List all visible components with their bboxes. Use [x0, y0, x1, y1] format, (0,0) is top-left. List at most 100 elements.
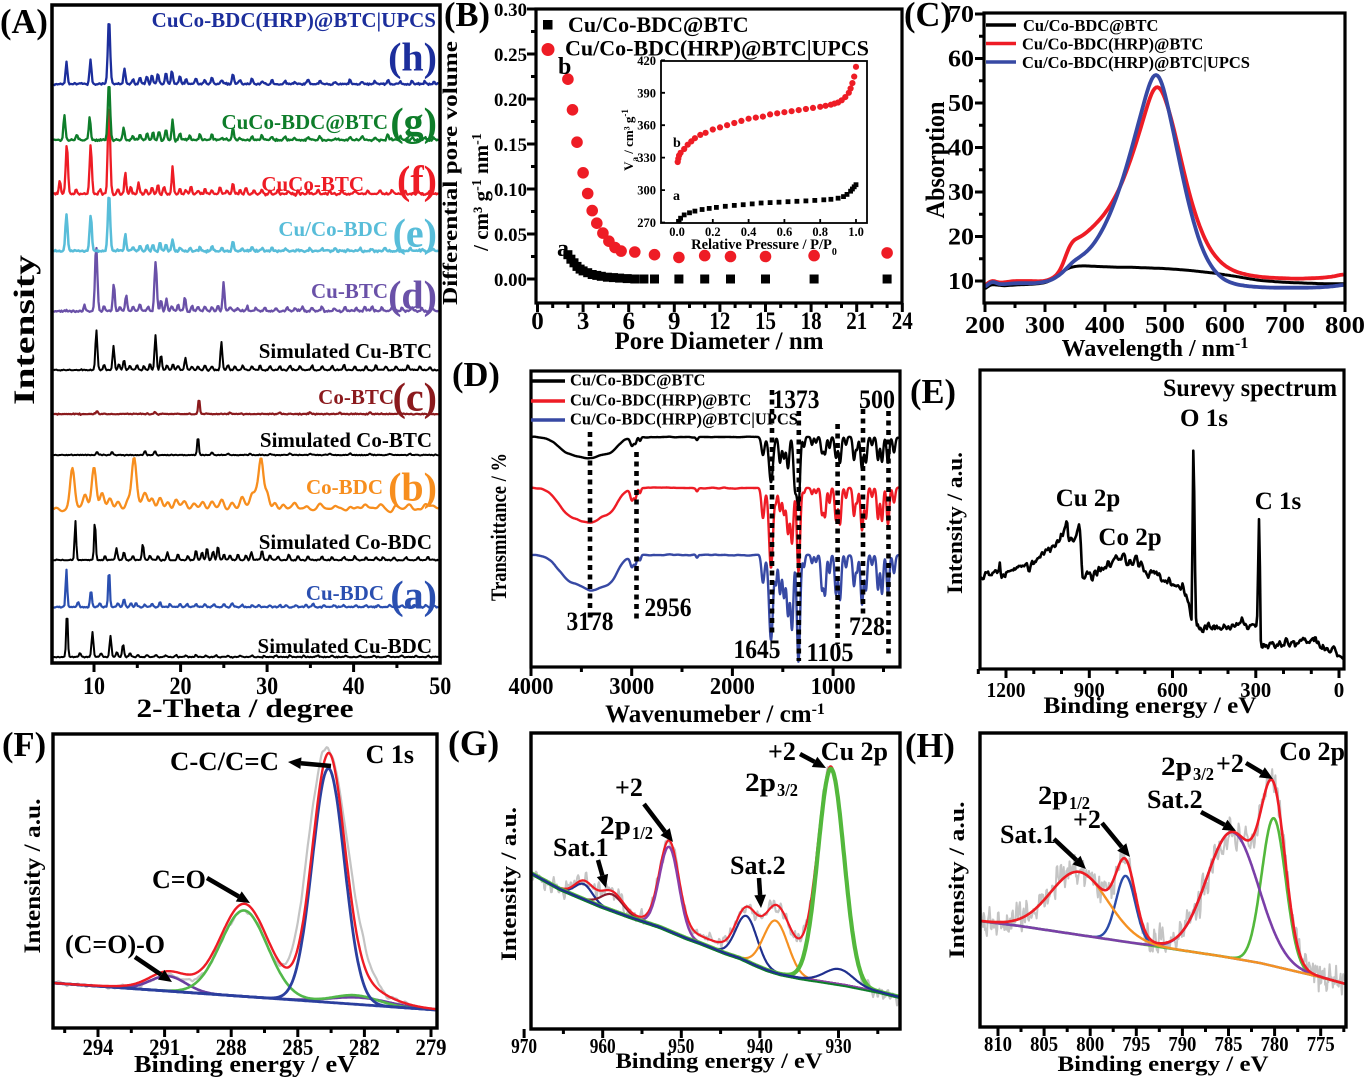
- svg-text:(h): (h): [388, 35, 437, 80]
- svg-text:+2: +2: [768, 737, 796, 766]
- svg-text:Cu/Co-BDC: Cu/Co-BDC: [278, 217, 388, 241]
- svg-text:Cu/Co-BDC(HRP)@BTC: Cu/Co-BDC(HRP)@BTC: [570, 391, 751, 410]
- svg-text:(d): (d): [388, 273, 437, 318]
- svg-text:279: 279: [416, 1035, 447, 1060]
- svg-text:(E): (E): [910, 373, 956, 411]
- svg-text:Co-BTC: Co-BTC: [318, 385, 394, 409]
- svg-text:CuCo-BDC@BTC: CuCo-BDC@BTC: [221, 110, 388, 134]
- svg-text:282: 282: [349, 1035, 380, 1060]
- svg-text:Co 2p: Co 2p: [1098, 524, 1161, 551]
- svg-text:785: 785: [1215, 1032, 1243, 1056]
- svg-text:40: 40: [948, 136, 974, 162]
- svg-text:(H): (H): [905, 727, 955, 765]
- svg-text:CuCo-BDC(HRP)@BTC|UPCS: CuCo-BDC(HRP)@BTC|UPCS: [152, 8, 436, 32]
- svg-text:3000: 3000: [609, 674, 654, 700]
- svg-text:C 1s: C 1s: [1255, 488, 1302, 515]
- svg-text:Cu-BTC: Cu-BTC: [311, 279, 388, 303]
- svg-text:(D): (D): [452, 356, 500, 394]
- svg-text:2-Theta / degree: 2-Theta / degree: [137, 694, 354, 723]
- svg-text:CuCo-BTC: CuCo-BTC: [261, 172, 364, 196]
- svg-text:24: 24: [892, 308, 913, 335]
- svg-text:Co 2p: Co 2p: [1279, 737, 1345, 766]
- svg-text:(B): (B): [444, 0, 490, 34]
- svg-text:1/2: 1/2: [1069, 793, 1090, 813]
- svg-text:0.8: 0.8: [812, 225, 828, 239]
- svg-text:(f): (f): [397, 158, 437, 203]
- svg-text:50: 50: [429, 673, 451, 700]
- svg-text:Cu/Co-BDC(HRP)@BTC|UPCS: Cu/Co-BDC(HRP)@BTC|UPCS: [565, 36, 869, 61]
- svg-text:1.0: 1.0: [848, 225, 864, 239]
- svg-text:30: 30: [256, 673, 278, 700]
- svg-text:0.4: 0.4: [741, 225, 757, 239]
- svg-text:0.2: 0.2: [705, 225, 721, 239]
- svg-text:Surevy spectrum: Surevy spectrum: [1163, 375, 1337, 402]
- svg-text:728: 728: [849, 612, 885, 641]
- svg-text:420: 420: [637, 54, 656, 68]
- svg-text:(A): (A): [0, 3, 48, 41]
- svg-text:800: 800: [1076, 1032, 1104, 1056]
- svg-text:360: 360: [637, 119, 656, 133]
- svg-text:390: 390: [637, 86, 656, 100]
- svg-text:600: 600: [1157, 678, 1188, 702]
- svg-text:300: 300: [1240, 678, 1271, 702]
- svg-text:Cu/Co-BDC(HRP)@BTC: Cu/Co-BDC(HRP)@BTC: [1022, 35, 1203, 54]
- svg-text:Simulated Cu-BTC: Simulated Cu-BTC: [259, 339, 432, 363]
- svg-text:(e): (e): [393, 211, 437, 256]
- svg-text:805: 805: [1030, 1032, 1058, 1056]
- svg-text:1373: 1373: [773, 385, 820, 414]
- svg-text:Simulated Co-BTC: Simulated Co-BTC: [260, 428, 432, 452]
- svg-text:21: 21: [846, 308, 867, 335]
- svg-text:Wavelength / nm-1: Wavelength / nm-1: [1062, 335, 1249, 363]
- svg-text:930: 930: [826, 1034, 852, 1058]
- svg-text:940: 940: [747, 1034, 773, 1058]
- svg-text:Cu/Co-BDC(HRP)@BTC|UPCS: Cu/Co-BDC(HRP)@BTC|UPCS: [1022, 53, 1250, 72]
- svg-text:Absorption: Absorption: [921, 101, 950, 218]
- svg-text:(G): (G): [448, 723, 499, 763]
- svg-text:Va / cm³ g-1: Va / cm³ g-1: [620, 109, 640, 171]
- svg-text:a: a: [673, 189, 680, 204]
- svg-text:Intensity / a.u.: Intensity / a.u.: [20, 799, 45, 954]
- svg-text:6: 6: [622, 308, 635, 335]
- svg-text:(C): (C): [904, 0, 952, 34]
- svg-text:30: 30: [948, 180, 974, 206]
- svg-text:Intensity: Intensity: [8, 255, 41, 405]
- svg-text:Binding energy / eV: Binding energy / eV: [616, 1048, 823, 1073]
- svg-text:Pore Diameter / nm: Pore Diameter / nm: [615, 328, 824, 355]
- svg-text:Simulated Cu-BDC: Simulated Cu-BDC: [258, 634, 432, 658]
- svg-text:0.30: 0.30: [494, 0, 527, 21]
- svg-text:Relative Pressure / P/P0: Relative Pressure / P/P0: [691, 237, 837, 258]
- svg-text:775: 775: [1307, 1032, 1335, 1056]
- svg-text:900: 900: [1074, 678, 1105, 702]
- svg-text:+2: +2: [1073, 805, 1101, 834]
- svg-text:0: 0: [1334, 678, 1345, 702]
- svg-text:C=O: C=O: [152, 865, 206, 894]
- svg-text:Transmittance / %: Transmittance / %: [486, 453, 511, 601]
- svg-text:2000: 2000: [710, 674, 755, 700]
- svg-text:(C=O)-O: (C=O)-O: [65, 930, 165, 959]
- svg-text:50: 50: [948, 91, 974, 117]
- svg-text:Sat.2: Sat.2: [730, 851, 786, 880]
- svg-text:Binding energy / eV: Binding energy / eV: [134, 1052, 357, 1078]
- svg-text:3: 3: [577, 308, 590, 335]
- svg-text:20: 20: [170, 673, 192, 700]
- svg-text:70: 70: [948, 2, 974, 28]
- svg-text:O 1s: O 1s: [1180, 405, 1228, 432]
- svg-text:(b): (b): [388, 465, 437, 510]
- svg-text:Wavenumeber / cm-1: Wavenumeber / cm-1: [605, 701, 825, 729]
- svg-text:Intensity / a.u.: Intensity / a.u.: [944, 802, 969, 959]
- svg-text:Cu/Co-BDC@BTC: Cu/Co-BDC@BTC: [570, 371, 705, 390]
- svg-text:(g): (g): [390, 100, 437, 145]
- svg-text:C 1s: C 1s: [366, 740, 414, 769]
- svg-text:Cu 2p: Cu 2p: [821, 737, 888, 766]
- svg-text:0.10: 0.10: [494, 180, 527, 201]
- svg-text:300: 300: [1025, 313, 1065, 339]
- svg-text:790: 790: [1168, 1032, 1196, 1056]
- svg-text:600: 600: [1205, 313, 1245, 339]
- svg-text:1000: 1000: [811, 674, 856, 700]
- svg-text:60: 60: [948, 47, 974, 73]
- svg-text:a: a: [557, 236, 569, 262]
- svg-text:270: 270: [637, 216, 656, 230]
- svg-text:294: 294: [83, 1035, 114, 1060]
- svg-text:800: 800: [1325, 313, 1365, 339]
- svg-text:20: 20: [948, 225, 974, 251]
